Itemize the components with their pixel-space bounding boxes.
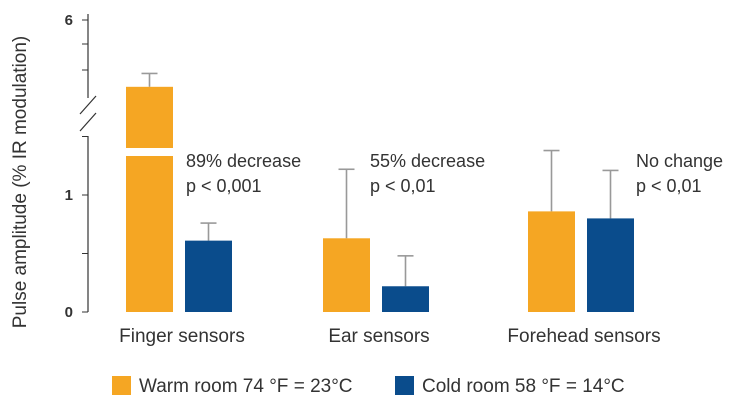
bar (323, 238, 370, 312)
y-axis-break-mark (79, 95, 97, 115)
x-tick-label: Ear sensors (328, 326, 429, 347)
legend-label: Cold room 58 °F = 14°C (422, 376, 625, 397)
bar (382, 286, 429, 312)
labels: Finger sensors Ear sensors Forehead sensor… (119, 151, 723, 347)
annotation-line: 55% decrease (370, 151, 485, 171)
x-tick-label: Forehead sensors (507, 326, 660, 347)
y-tick-label: 6 (65, 12, 73, 29)
bar (185, 240, 232, 312)
annotation-line: No change (636, 151, 723, 171)
y-axis-label: Pulse amplitude (% IR modulation) (10, 36, 31, 329)
annotation-line: p < 0,001 (186, 176, 262, 196)
legend-label: Warm room 74 °F = 23°C (139, 376, 353, 397)
y-tick-label: 1 (65, 187, 73, 204)
legend: Warm room 74 °F = 23°C Cold room 58 °F = … (112, 376, 625, 397)
y-axis: 0 1 6 (65, 12, 97, 321)
legend-swatch (395, 376, 414, 395)
bar (587, 218, 634, 312)
bar-break-gap (125, 148, 174, 156)
annotation-line: 89% decrease (186, 151, 301, 171)
annotation-line: p < 0,01 (370, 176, 436, 196)
legend-swatch (112, 376, 131, 395)
annotation-line: p < 0,01 (636, 176, 702, 196)
bar (126, 86, 173, 313)
y-axis-break-mark (79, 112, 97, 132)
y-tick-label: 0 (65, 304, 73, 321)
x-tick-label: Finger sensors (119, 326, 245, 347)
bar (528, 211, 575, 312)
bars (125, 72, 634, 313)
